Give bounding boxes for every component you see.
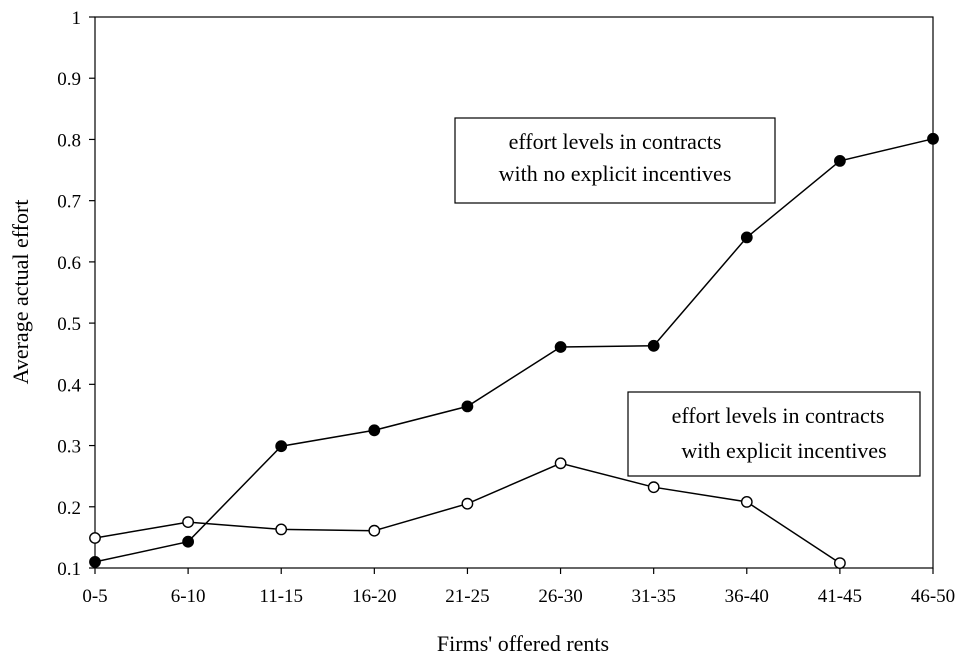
data-point	[647, 339, 660, 352]
annotation-box	[454, 117, 776, 204]
y-tick-label: 0.4	[57, 375, 81, 396]
x-tick-label: 41-45	[818, 586, 862, 607]
y-axis-title: Average actual effort	[8, 200, 33, 385]
y-tick-label: 0.8	[57, 130, 81, 151]
data-point	[834, 557, 846, 569]
data-point	[740, 495, 753, 508]
annotation-line: effort levels in contracts	[672, 403, 885, 428]
y-tick-label: 0.5	[57, 314, 81, 335]
annotation-no-explicit-incentives: effort levels in contracts with no expli…	[454, 117, 776, 204]
x-axis-title: Firms' offered rents	[437, 631, 609, 656]
y-tick-label: 0.1	[57, 559, 81, 580]
x-tick-label: 36-40	[725, 586, 769, 607]
annotation-line: with explicit incentives	[681, 438, 886, 463]
data-point	[927, 132, 939, 145]
annotation-line: effort levels in contracts	[509, 129, 722, 154]
series-no-explicit-incentives	[89, 132, 939, 568]
plot-area-frame	[94, 16, 934, 569]
data-point	[89, 556, 101, 568]
x-tick-label: 21-25	[445, 586, 489, 607]
x-tick-label: 16-20	[352, 586, 396, 607]
data-point	[461, 400, 474, 413]
data-point	[368, 424, 381, 437]
annotation-line: with no explicit incentives	[499, 161, 732, 186]
x-tick-label: 31-35	[632, 586, 676, 607]
y-axis-ticks: 0.1 0.2 0.3 0.4 0.5 0.6 0.7 0.8 0.9 1	[57, 8, 95, 580]
x-axis-ticks: 0-5 6-10 11-15 16-20 21-25 26-30 31-35 36-40 41-…	[82, 568, 955, 607]
x-tick-label: 26-30	[538, 586, 582, 607]
x-tick-label: 46-50	[911, 586, 955, 607]
data-point	[275, 523, 288, 536]
data-point	[89, 532, 101, 544]
data-point	[834, 154, 846, 167]
data-point	[368, 524, 381, 537]
y-tick-label: 0.7	[57, 192, 81, 213]
x-tick-label: 11-15	[259, 586, 303, 607]
y-tick-label: 0.2	[57, 498, 81, 519]
y-tick-label: 0.3	[57, 437, 81, 458]
data-point	[275, 440, 288, 453]
y-tick-label: 0.9	[57, 69, 81, 90]
data-point	[461, 497, 474, 510]
data-point	[554, 341, 567, 353]
annotation-box	[627, 391, 921, 477]
x-tick-label: 6-10	[171, 586, 206, 607]
x-tick-label: 0-5	[82, 586, 107, 607]
data-point	[554, 457, 567, 470]
series-line	[94, 138, 934, 563]
data-point	[740, 231, 753, 244]
y-tick-label: 1	[72, 8, 82, 29]
series-explicit-incentives	[89, 457, 846, 569]
series-layer	[89, 132, 939, 569]
annotation-explicit-incentives: effort levels in contracts with explicit…	[627, 391, 921, 477]
data-point	[182, 535, 195, 548]
data-point	[182, 516, 195, 528]
y-tick-label: 0.6	[57, 253, 81, 274]
series-line	[94, 462, 841, 564]
data-point	[647, 481, 660, 494]
